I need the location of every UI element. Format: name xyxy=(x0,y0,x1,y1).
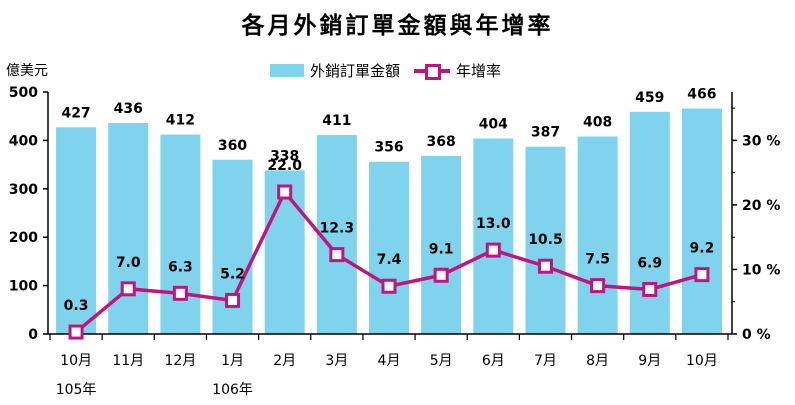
growth-marker xyxy=(433,267,449,283)
bar-value-label: 427 xyxy=(61,105,90,121)
bar xyxy=(160,134,201,334)
bar-value-label: 368 xyxy=(427,134,456,150)
bar-value-label: 356 xyxy=(374,140,403,156)
bar xyxy=(316,135,357,334)
x-tick-label: 12月 xyxy=(164,353,196,369)
bar xyxy=(525,146,566,334)
growth-value-label: 9.2 xyxy=(690,241,715,257)
year-label: 105年 xyxy=(56,382,97,398)
bar-value-label: 459 xyxy=(635,90,664,106)
x-tick-label: 2月 xyxy=(273,353,296,369)
left-tick-label: 0 xyxy=(28,327,38,343)
x-tick-label: 4月 xyxy=(378,353,401,369)
growth-marker xyxy=(694,267,710,283)
bar-value-label: 436 xyxy=(114,101,143,117)
growth-value-label: 22.0 xyxy=(267,158,302,174)
legend-bar-label: 外銷訂單金額 xyxy=(310,62,401,80)
x-tick-label: 10月 xyxy=(686,353,718,369)
growth-value-label: 7.5 xyxy=(585,252,610,268)
x-tick-label: 9月 xyxy=(638,353,661,369)
growth-marker xyxy=(172,285,188,301)
bar-value-label: 412 xyxy=(166,113,195,129)
left-tick-label: 200 xyxy=(9,230,38,246)
bar-value-label: 404 xyxy=(479,116,508,132)
bar-value-label: 360 xyxy=(218,138,247,154)
bar xyxy=(56,127,97,334)
x-tick-label: 5月 xyxy=(430,353,453,369)
right-tick-label: 0 % xyxy=(742,327,771,343)
right-tick-label: 20 % xyxy=(742,198,780,214)
growth-marker xyxy=(381,278,397,294)
x-tick-label: 1月 xyxy=(221,353,244,369)
growth-marker xyxy=(68,324,84,340)
year-label: 106年 xyxy=(212,382,253,398)
legend-line-swatch xyxy=(414,63,451,80)
growth-value-label: 6.9 xyxy=(637,255,662,271)
bar xyxy=(421,155,462,334)
x-tick-label: 3月 xyxy=(325,353,348,369)
right-tick-label: 30 % xyxy=(742,133,780,149)
bar-value-label: 466 xyxy=(687,86,716,102)
growth-value-label: 7.0 xyxy=(116,255,141,271)
legend-line-label: 年增率 xyxy=(456,62,502,80)
legend-bar-swatch xyxy=(270,64,304,77)
growth-value-label: 9.1 xyxy=(429,241,454,257)
x-tick-label: 10月 xyxy=(60,353,92,369)
bar-value-label: 408 xyxy=(583,115,612,131)
left-tick-label: 300 xyxy=(9,182,38,198)
growth-value-label: 13.0 xyxy=(476,216,511,232)
left-tick-label: 100 xyxy=(9,279,38,295)
growth-value-label: 0.3 xyxy=(64,298,89,314)
growth-value-label: 7.4 xyxy=(377,252,402,268)
bar xyxy=(629,111,670,335)
bar xyxy=(369,161,409,334)
bar-value-label: 338 xyxy=(270,148,299,164)
bar xyxy=(577,136,618,334)
growth-marker xyxy=(120,281,136,297)
left-axis-label: 億美元 xyxy=(6,63,48,79)
legend: 外銷訂單金額 年增率 xyxy=(270,60,501,81)
x-tick-label: 8月 xyxy=(586,353,609,369)
left-tick-label: 400 xyxy=(9,133,38,149)
growth-marker xyxy=(277,184,293,200)
growth-marker xyxy=(642,281,658,297)
x-tick-label: 11月 xyxy=(112,353,144,369)
bar-value-label: 387 xyxy=(531,125,560,141)
left-tick-label: 500 xyxy=(9,85,38,101)
growth-marker xyxy=(329,247,345,263)
x-tick-label: 7月 xyxy=(534,353,557,369)
growth-marker xyxy=(225,292,241,308)
bar xyxy=(681,108,722,335)
right-tick-label: 10 % xyxy=(742,262,780,278)
x-tick-label: 6月 xyxy=(482,353,505,369)
growth-value-label: 12.3 xyxy=(320,221,355,237)
growth-marker xyxy=(590,278,606,294)
growth-value-label: 5.2 xyxy=(220,266,245,282)
chart-title: 各月外銷訂單金額與年增率 xyxy=(241,13,554,39)
bar xyxy=(473,138,514,334)
growth-value-label: 6.3 xyxy=(168,259,193,275)
growth-value-label: 10.5 xyxy=(528,232,563,248)
growth-marker xyxy=(485,242,501,258)
bar-value-label: 411 xyxy=(322,113,351,129)
growth-marker xyxy=(537,258,553,274)
